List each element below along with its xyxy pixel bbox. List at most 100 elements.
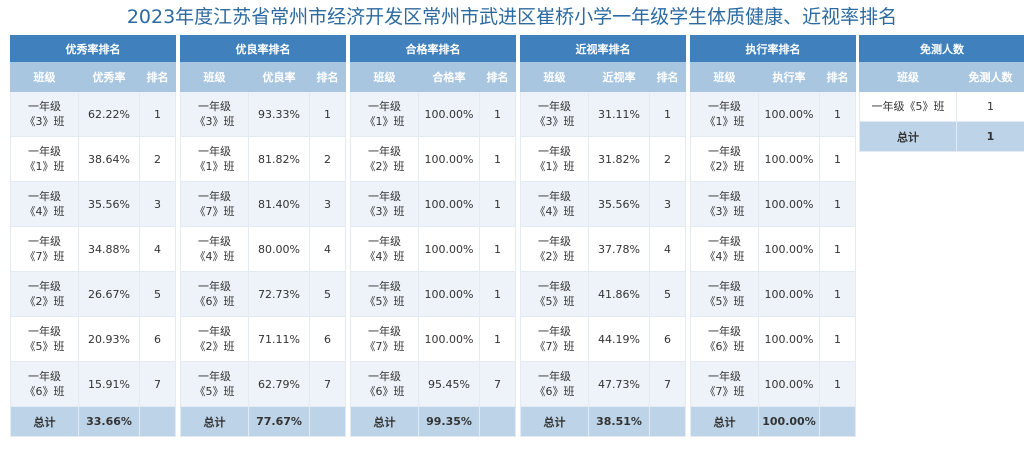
class-cell: 一年级 《1》班: [180, 136, 249, 182]
table-row: 一年级 《3》班 100.00% 1: [690, 181, 857, 227]
rank-cell: 1: [818, 181, 857, 227]
column-header: 班级: [520, 61, 589, 92]
class-cell: 一年级 《6》班: [350, 361, 419, 407]
rank-cell: 1: [818, 226, 857, 272]
rank-cell: 1: [648, 91, 687, 137]
value-cell: 71.11%: [248, 316, 310, 362]
total-label: 总计: [350, 406, 419, 437]
class-cell: 一年级 《1》班: [10, 136, 79, 182]
table-row: 一年级 《4》班 35.56% 3: [10, 181, 177, 227]
value-cell: 20.93%: [78, 316, 140, 362]
column-header: 排名: [818, 61, 857, 92]
class-cell: 一年级 《6》班: [520, 361, 589, 407]
table-row: 一年级 《5》班 100.00% 1: [690, 271, 857, 317]
table-row: 一年级 《7》班 100.00% 1: [350, 316, 517, 362]
column-header: 排名: [308, 61, 347, 92]
value-cell: 72.73%: [248, 271, 310, 317]
rank-cell: 7: [478, 361, 517, 407]
table-row: 一年级 《6》班 47.73% 7: [520, 361, 687, 407]
total-row: 总计 1: [859, 121, 1024, 152]
total-value: 77.67%: [248, 406, 310, 437]
table-row: 一年级 《2》班 26.67% 5: [10, 271, 177, 317]
table-row: 一年级 《3》班 93.33% 1: [180, 91, 347, 137]
class-cell: 一年级 《4》班: [350, 226, 419, 272]
column-header: 班级: [690, 61, 759, 92]
rank-cell: 5: [308, 271, 347, 317]
total-row: 总计 100.00%: [690, 406, 857, 437]
table-row: 一年级 《4》班 35.56% 3: [520, 181, 687, 227]
class-cell: 一年级 《3》班: [10, 91, 79, 137]
rank-cell: 7: [308, 361, 347, 407]
value-cell: 100.00%: [758, 91, 820, 137]
rank-cell: 3: [648, 181, 687, 227]
value-cell: 100.00%: [418, 271, 480, 317]
value-cell: 100.00%: [758, 181, 820, 227]
class-cell: 一年级 《4》班: [180, 226, 249, 272]
rank-cell: 6: [138, 316, 177, 362]
table-row: 一年级 《3》班 62.22% 1: [10, 91, 177, 137]
class-cell: 一年级 《4》班: [520, 181, 589, 227]
value-cell: 100.00%: [758, 226, 820, 272]
table-row: 一年级 《1》班 38.64% 2: [10, 136, 177, 182]
rank-cell: 1: [138, 91, 177, 137]
table-row: 一年级 《7》班 100.00% 1: [690, 361, 857, 407]
class-cell: 一年级《5》班: [520, 271, 589, 317]
class-cell: 一年级《5》班: [690, 271, 759, 317]
rank-cell: 1: [818, 361, 857, 407]
column-header: 排名: [138, 61, 177, 92]
value-cell: 26.67%: [78, 271, 140, 317]
value-cell: 81.82%: [248, 136, 310, 182]
value-cell: 100.00%: [758, 136, 820, 182]
total-value: 100.00%: [758, 406, 820, 437]
class-cell: 一年级《5》班: [350, 271, 419, 317]
table-row: 一年级 《5》班 20.93% 6: [10, 316, 177, 362]
total-row: 总计 38.51%: [520, 406, 687, 437]
rank-cell: 3: [138, 181, 177, 227]
table-title: 近视率排名: [519, 35, 687, 62]
table-row: 一年级 《6》班 95.45% 7: [350, 361, 517, 407]
table-row: 一年级 《7》班 34.88% 4: [10, 226, 177, 272]
value-cell: 100.00%: [758, 271, 820, 317]
total-value: 1: [956, 121, 1024, 152]
class-cell: 一年级 《6》班: [180, 271, 249, 317]
class-cell: 一年级《5》班: [10, 316, 79, 362]
page-title: 2023年度江苏省常州市经济开发区常州市武进区崔桥小学一年级学生体质健康、近视率…: [126, 6, 898, 28]
class-cell: 一年级《5》班: [180, 361, 249, 407]
total-rank-empty: [818, 406, 857, 437]
total-label: 总计: [859, 121, 957, 152]
ranking-table: 合格率排名 班级 合格率 排名 一年级 《1》班 100.00% 1 一年级 《2》班 100.00…: [349, 35, 517, 437]
total-row: 总计 99.35%: [350, 406, 517, 437]
rank-cell: 1: [478, 316, 517, 362]
rank-cell: 4: [648, 226, 687, 272]
total-value: 33.66%: [78, 406, 140, 437]
ranking-table: 执行率排名 班级 执行率 排名 一年级 《1》班 100.00% 1 一年级 《2》班 100.00…: [689, 35, 857, 437]
table-row: 一年级 《4》班 100.00% 1: [690, 226, 857, 272]
class-cell: 一年级 《1》班: [350, 91, 419, 137]
rank-cell: 3: [308, 181, 347, 227]
class-cell: 一年级 《4》班: [10, 181, 79, 227]
table-row: 一年级 《1》班 81.82% 2: [180, 136, 347, 182]
value-cell: 41.86%: [588, 271, 650, 317]
class-cell: 一年级 《6》班: [690, 316, 759, 362]
rank-cell: 1: [818, 91, 857, 137]
table-row: 一年级 《4》班 80.00% 4: [180, 226, 347, 272]
column-header: 班级: [180, 61, 249, 92]
column-header: 班级: [10, 61, 79, 92]
table-title: 优秀率排名: [9, 35, 177, 62]
ranking-table: 优良率排名 班级 优良率 排名 一年级 《3》班 93.33% 1 一年级 《1》班 81.82% 2…: [179, 35, 347, 437]
rank-cell: 1: [818, 316, 857, 362]
value-cell: 35.56%: [78, 181, 140, 227]
class-cell: 一年级 《7》班: [690, 361, 759, 407]
table-row: 一年级 《2》班 100.00% 1: [350, 136, 517, 182]
value-cell: 95.45%: [418, 361, 480, 407]
table-title: 合格率排名: [349, 35, 517, 62]
rank-cell: 7: [138, 361, 177, 407]
rank-cell: 7: [648, 361, 687, 407]
total-rank-empty: [308, 406, 347, 437]
exempt-table: 免测人数 班级 免测人数 一年级《5》班 1 总计 1: [859, 35, 1024, 152]
value-cell: 35.56%: [588, 181, 650, 227]
total-value: 99.35%: [418, 406, 480, 437]
column-header: 优良率: [248, 61, 310, 92]
total-rank-empty: [478, 406, 517, 437]
class-cell: 一年级 《1》班: [520, 136, 589, 182]
